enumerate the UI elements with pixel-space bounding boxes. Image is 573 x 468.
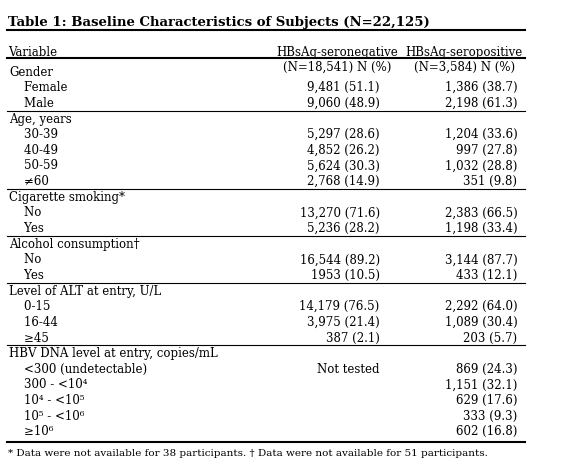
Text: Cigarette smoking*: Cigarette smoking*: [9, 191, 125, 204]
Text: 1,204 (33.6): 1,204 (33.6): [445, 128, 517, 141]
Text: No: No: [9, 253, 42, 266]
Text: Gender: Gender: [9, 66, 53, 79]
Text: 997 (27.8): 997 (27.8): [456, 144, 517, 157]
Text: 14,179 (76.5): 14,179 (76.5): [300, 300, 380, 313]
Text: 203 (5.7): 203 (5.7): [463, 331, 517, 344]
Text: 433 (12.1): 433 (12.1): [456, 269, 517, 282]
Text: 1,386 (38.7): 1,386 (38.7): [445, 81, 517, 94]
Text: 2,383 (66.5): 2,383 (66.5): [445, 206, 517, 219]
Text: 1,089 (30.4): 1,089 (30.4): [445, 316, 517, 329]
Text: 300 - <10⁴: 300 - <10⁴: [9, 379, 88, 391]
Text: * Data were not available for 38 participants. † Data were not available for 51 : * Data were not available for 38 partici…: [8, 449, 488, 458]
Text: 0-15: 0-15: [9, 300, 50, 313]
Text: Level of ALT at entry, U/L: Level of ALT at entry, U/L: [9, 285, 162, 298]
Text: ≠60: ≠60: [9, 175, 49, 188]
Text: Table 1: Baseline Characteristics of Subjects (N=22,125): Table 1: Baseline Characteristics of Sub…: [8, 16, 430, 29]
Text: Female: Female: [9, 81, 68, 94]
Text: 10⁴ - <10⁵: 10⁴ - <10⁵: [9, 394, 85, 407]
Text: Yes: Yes: [9, 222, 44, 235]
Text: 2,768 (14.9): 2,768 (14.9): [307, 175, 380, 188]
Text: 40-49: 40-49: [9, 144, 58, 157]
Text: Male: Male: [9, 97, 54, 110]
Text: 9,481 (51.1): 9,481 (51.1): [307, 81, 380, 94]
Text: <300 (undetectable): <300 (undetectable): [9, 363, 147, 376]
Text: HBsAg-seropositive
(N=3,584) N (%): HBsAg-seropositive (N=3,584) N (%): [406, 45, 523, 73]
Text: 10⁵ - <10⁶: 10⁵ - <10⁶: [9, 410, 85, 423]
Text: 5,297 (28.6): 5,297 (28.6): [307, 128, 380, 141]
Text: 602 (16.8): 602 (16.8): [456, 425, 517, 439]
Text: 3,975 (21.4): 3,975 (21.4): [307, 316, 380, 329]
Text: 4,852 (26.2): 4,852 (26.2): [307, 144, 380, 157]
Text: 629 (17.6): 629 (17.6): [456, 394, 517, 407]
Text: 30-39: 30-39: [9, 128, 58, 141]
Text: 13,270 (71.6): 13,270 (71.6): [300, 206, 380, 219]
Text: 869 (24.3): 869 (24.3): [456, 363, 517, 376]
Text: 387 (2.1): 387 (2.1): [326, 331, 380, 344]
Text: HBV DNA level at entry, copies/mL: HBV DNA level at entry, copies/mL: [9, 347, 218, 360]
Text: 2,292 (64.0): 2,292 (64.0): [445, 300, 517, 313]
Text: 9,060 (48.9): 9,060 (48.9): [307, 97, 380, 110]
Text: ≥10⁶: ≥10⁶: [9, 425, 54, 439]
Text: No: No: [9, 206, 42, 219]
Text: 50-59: 50-59: [9, 160, 58, 172]
Text: 3,144 (87.7): 3,144 (87.7): [445, 253, 517, 266]
Text: Variable: Variable: [8, 45, 57, 58]
Text: Not tested: Not tested: [317, 363, 380, 376]
Text: 1,198 (33.4): 1,198 (33.4): [445, 222, 517, 235]
Text: HBsAg-seronegative
(N=18,541) N (%): HBsAg-seronegative (N=18,541) N (%): [277, 45, 398, 73]
Text: Alcohol consumption†: Alcohol consumption†: [9, 238, 140, 251]
Text: 1,151 (32.1): 1,151 (32.1): [445, 379, 517, 391]
Text: 5,624 (30.3): 5,624 (30.3): [307, 160, 380, 172]
Text: 16-44: 16-44: [9, 316, 58, 329]
Text: 1953 (10.5): 1953 (10.5): [311, 269, 380, 282]
Text: Age, years: Age, years: [9, 112, 72, 125]
Text: 351 (9.8): 351 (9.8): [463, 175, 517, 188]
Text: 333 (9.3): 333 (9.3): [463, 410, 517, 423]
Text: 2,198 (61.3): 2,198 (61.3): [445, 97, 517, 110]
Text: 1,032 (28.8): 1,032 (28.8): [445, 160, 517, 172]
Text: Yes: Yes: [9, 269, 44, 282]
Text: 16,544 (89.2): 16,544 (89.2): [300, 253, 380, 266]
Text: ≥45: ≥45: [9, 331, 49, 344]
Text: 5,236 (28.2): 5,236 (28.2): [307, 222, 380, 235]
